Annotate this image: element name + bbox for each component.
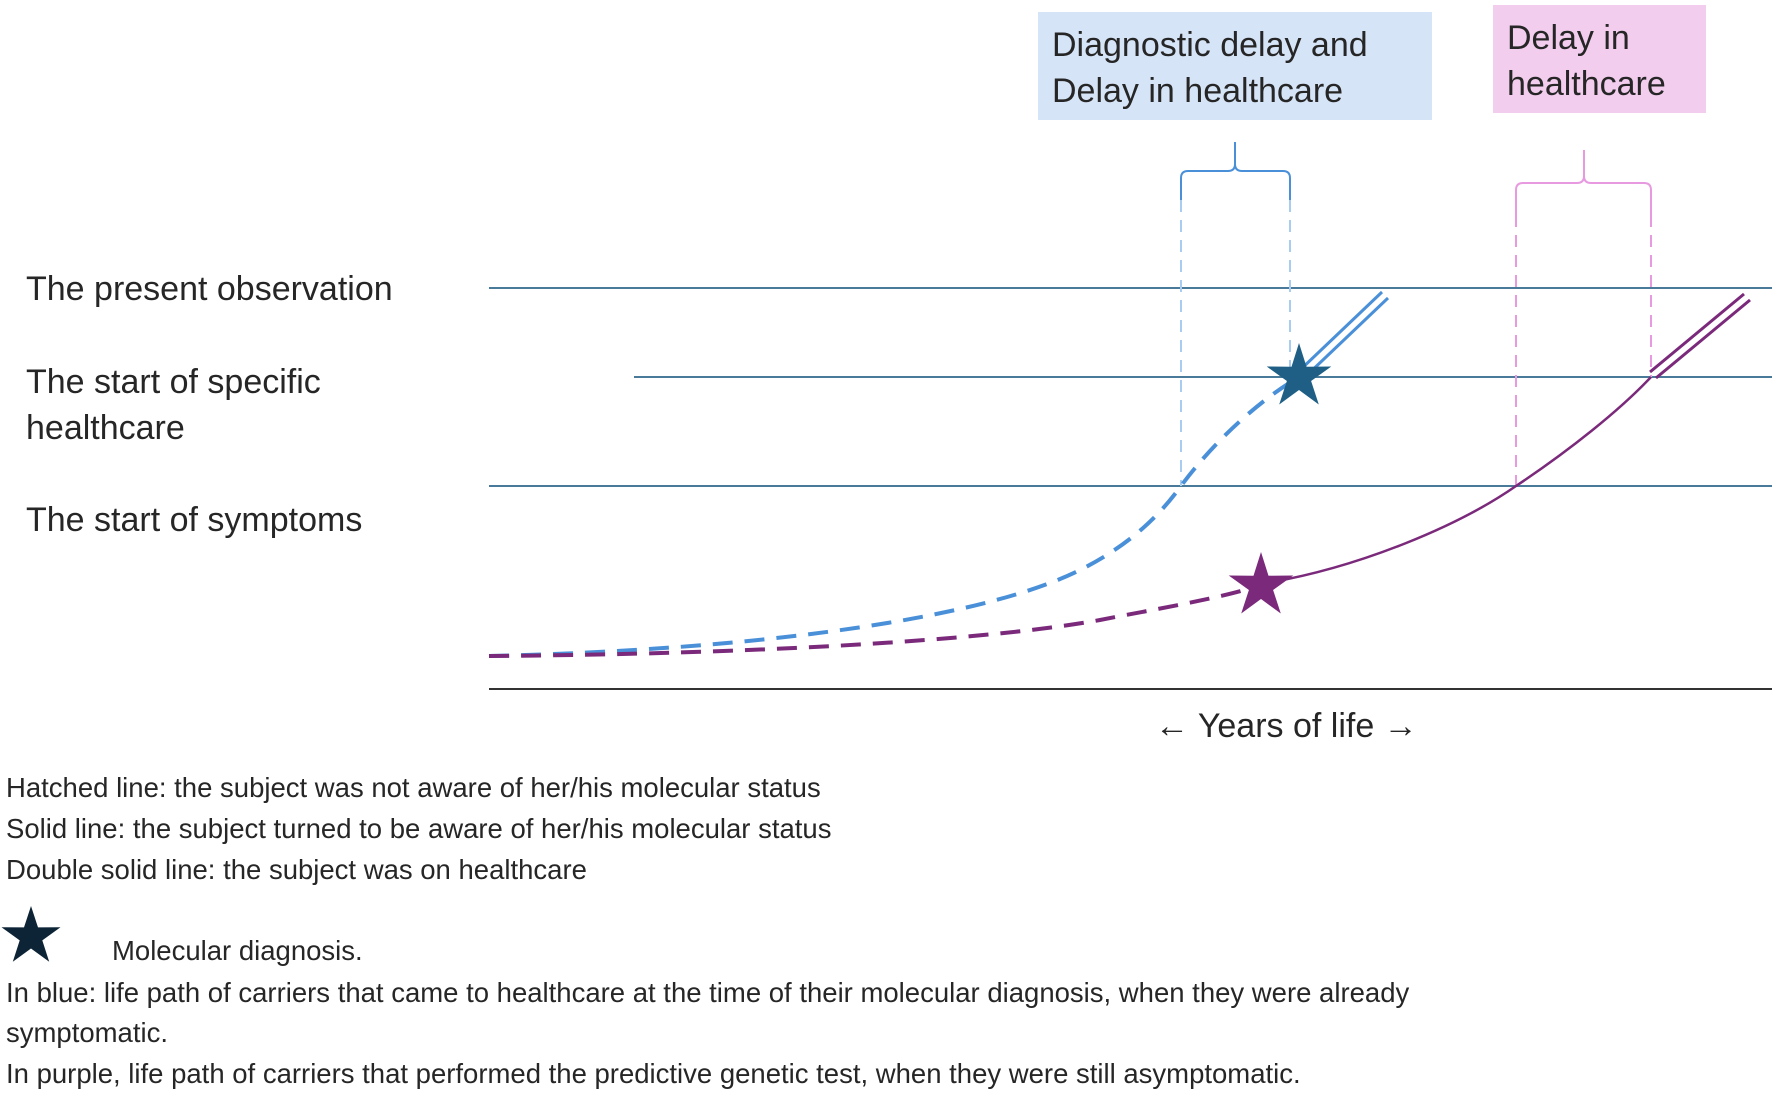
purple-path-double-a — [1649, 292, 1745, 374]
purple-delay-box-line2: healthcare — [1507, 65, 1666, 103]
blue-brace — [1180, 142, 1291, 200]
blue-delay-box-line2: Delay in healthcare — [1052, 72, 1344, 110]
blue-path-double-a — [1296, 290, 1384, 374]
legend-purple: In purple, life path of carriers that pe… — [6, 1058, 1301, 1089]
start-specific-healthcare-label-line1: The start of specific — [26, 363, 321, 401]
legend-blue-line1: In blue: life path of carriers that came… — [6, 977, 1410, 1008]
legend-solid: Solid line: the subject turned to be awa… — [6, 813, 832, 844]
purple-star-icon — [1228, 552, 1294, 614]
purple-path-hatched — [488, 582, 1262, 658]
legend-star-icon — [1, 906, 61, 962]
legend-hatched: Hatched line: the subject was not aware … — [6, 772, 821, 803]
blue-delay-box: Diagnostic delay and Delay in healthcare — [1038, 12, 1432, 120]
start-symptoms-label: The start of symptoms — [26, 501, 363, 539]
axis-label: ← Years of life → — [1155, 707, 1418, 745]
present-observation-label: The present observation — [26, 270, 393, 308]
purple-delay-box-line1: Delay in — [1507, 19, 1630, 57]
blue-path-hatched — [488, 375, 1301, 658]
purple-brace — [1515, 150, 1652, 215]
blue-delay-box-line1: Diagnostic delay and — [1052, 26, 1368, 64]
purple-path-solid — [1260, 376, 1652, 586]
blue-star-icon — [1266, 343, 1332, 405]
blue-path-double-b — [1302, 296, 1390, 380]
legend-star-label: Molecular diagnosis. — [112, 935, 363, 966]
purple-delay-box: Delay in healthcare — [1493, 5, 1706, 113]
legend-double: Double solid line: the subject was on he… — [6, 854, 587, 885]
start-specific-healthcare-label-line2: healthcare — [26, 409, 185, 447]
purple-path-double-b — [1655, 298, 1751, 380]
legend-blue-line2: symptomatic. — [6, 1017, 168, 1048]
